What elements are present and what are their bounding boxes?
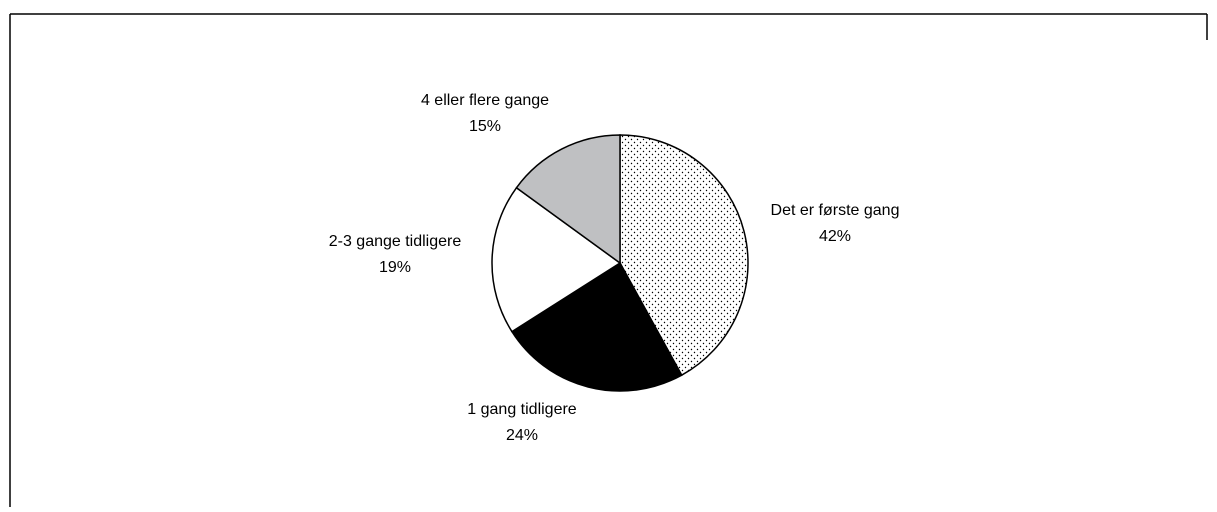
pie-slice [510, 261, 683, 392]
pie-slice [515, 134, 621, 265]
pie-slice [491, 186, 622, 333]
slice-label: 4 eller flere gange [421, 92, 549, 109]
slice-label: 2-3 gange tidligere [329, 233, 462, 250]
slice-value: 19% [379, 259, 411, 276]
slice-value: 24% [506, 427, 538, 444]
slice-value: 42% [819, 228, 851, 245]
slice-label: 1 gang tidligere [467, 401, 577, 418]
pie-slice [619, 134, 749, 377]
slice-value: 15% [469, 118, 501, 135]
slice-label: Det er første gang [771, 202, 900, 219]
